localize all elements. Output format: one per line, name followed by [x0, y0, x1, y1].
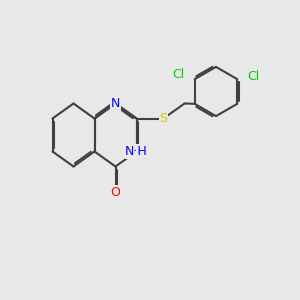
Text: Cl: Cl	[248, 70, 260, 83]
Text: N: N	[111, 97, 120, 110]
Text: S: S	[160, 112, 167, 125]
Text: N·H: N·H	[125, 145, 148, 158]
Text: Cl: Cl	[172, 68, 184, 81]
Text: O: O	[111, 185, 120, 199]
